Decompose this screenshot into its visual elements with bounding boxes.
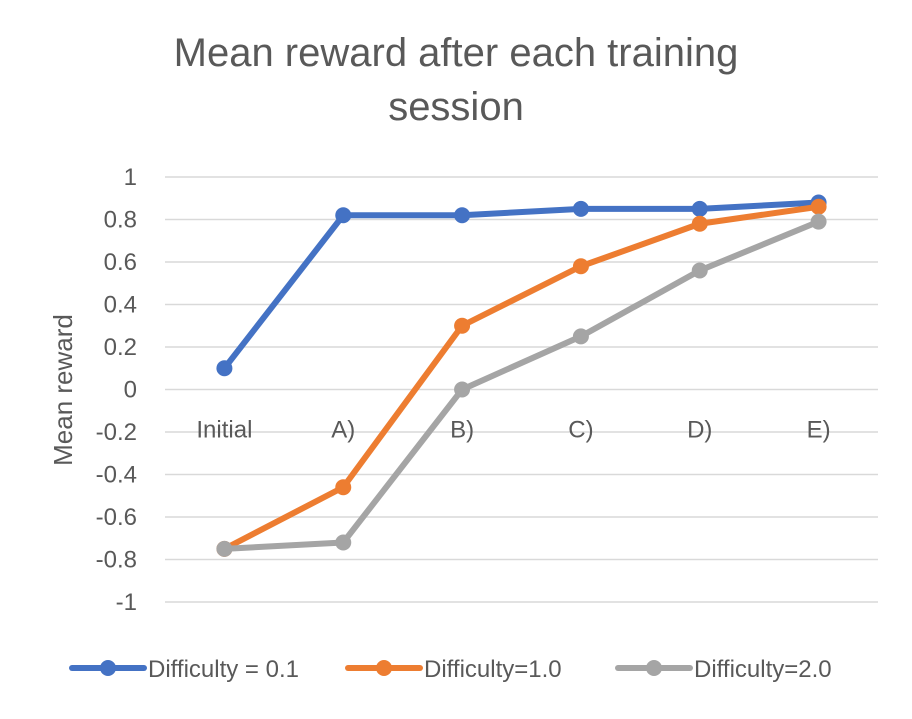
legend-dot-marker [646, 660, 662, 676]
x-tick-label: A) [331, 417, 355, 444]
data-point [216, 360, 233, 377]
legend-item: Difficulty=2.0 [615, 656, 832, 683]
data-point [691, 215, 708, 232]
y-tick-label: 0 [124, 377, 137, 404]
x-tick-label: D) [687, 417, 712, 444]
legend-label: Difficulty = 0.1 [148, 656, 299, 683]
legend-label: Difficulty=1.0 [424, 656, 562, 683]
data-point [572, 328, 589, 345]
y-axis-title: Mean reward [48, 314, 78, 466]
data-point [216, 540, 233, 557]
x-tick-label: E) [807, 417, 831, 444]
y-tick-label: 1 [124, 164, 137, 191]
data-point [335, 534, 352, 551]
legend-item: Difficulty = 0.1 [69, 656, 299, 683]
data-point [691, 200, 708, 217]
chart-title-line-1: Mean reward after each training [174, 31, 739, 75]
y-tick-label: 0.2 [104, 334, 137, 361]
series-2 [216, 198, 827, 557]
x-tick-label: Initial [196, 417, 252, 444]
data-point [454, 317, 471, 334]
data-point [572, 258, 589, 275]
gridlines [165, 176, 878, 603]
y-tick-label: -0.2 [96, 419, 137, 446]
data-point [691, 262, 708, 279]
series-1 [216, 194, 827, 377]
data-point [335, 207, 352, 224]
x-axis-ticks: Initial A) B) C) D) E) [196, 417, 830, 444]
legend-dot-marker [100, 660, 116, 676]
y-tick-label: -0.8 [96, 547, 137, 574]
x-tick-label: C) [568, 417, 593, 444]
y-tick-label: 0.6 [104, 249, 137, 276]
data-point [454, 381, 471, 398]
series-3 [216, 213, 827, 557]
series-line [221, 203, 822, 552]
series-line [221, 199, 822, 372]
data-point [572, 200, 589, 217]
data-point [810, 213, 827, 230]
y-tick-label: -0.4 [96, 462, 137, 489]
y-tick-label: 0.4 [104, 292, 137, 319]
x-tick-label: B) [450, 417, 474, 444]
chart-title-line-2: session [388, 85, 524, 129]
legend: Difficulty = 0.1 Difficulty=1.0 Difficulty… [69, 656, 832, 683]
y-tick-label: 0.8 [104, 207, 137, 234]
data-point [454, 207, 471, 224]
y-tick-label: -0.6 [96, 504, 137, 531]
legend-label: Difficulty=2.0 [694, 656, 832, 683]
series-line [221, 218, 822, 552]
legend-dot-marker [376, 660, 392, 676]
y-axis-ticks: 1 0.8 0.6 0.4 0.2 0 -0.2 -0.4 -0.6 -0.8 -1 [96, 164, 137, 616]
data-point [335, 479, 352, 496]
series-layer [216, 194, 827, 557]
y-tick-label: -1 [116, 589, 137, 616]
data-point [810, 198, 827, 215]
legend-item: Difficulty=1.0 [345, 656, 562, 683]
